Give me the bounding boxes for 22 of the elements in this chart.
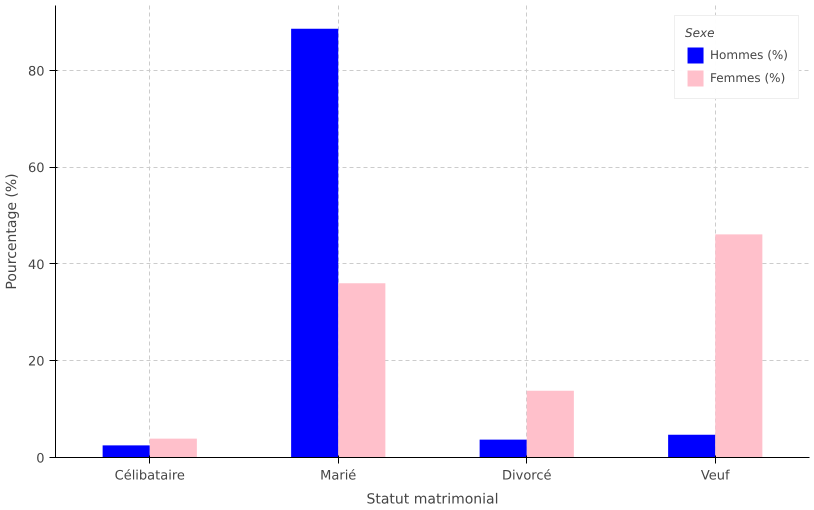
y-tick-label: 40	[28, 258, 45, 273]
y-tick-label: 20	[28, 354, 45, 370]
bar	[150, 438, 197, 458]
x-tick-label: Veuf	[700, 468, 730, 484]
bar	[715, 234, 762, 458]
x-tick-label: Marié	[320, 468, 356, 484]
legend-label: Hommes (%)	[710, 48, 788, 62]
bar	[291, 28, 338, 458]
bar	[102, 445, 150, 458]
x-tick-label: Célibataire	[114, 468, 185, 484]
y-tick-label: 80	[28, 64, 45, 80]
bar	[668, 434, 716, 458]
y-tick-label: 0	[36, 452, 45, 466]
bar	[338, 283, 386, 458]
legend-title: Sexe	[685, 26, 716, 40]
bar	[526, 390, 574, 458]
x-tick-label: Divorcé	[502, 468, 552, 484]
x-axis-title: Statut matrimonial	[366, 492, 499, 508]
y-axis-title: Pourcentage (%)	[4, 173, 20, 290]
legend-label: Femmes (%)	[710, 71, 786, 85]
y-tick-label: 60	[28, 161, 45, 176]
bar	[480, 440, 527, 458]
